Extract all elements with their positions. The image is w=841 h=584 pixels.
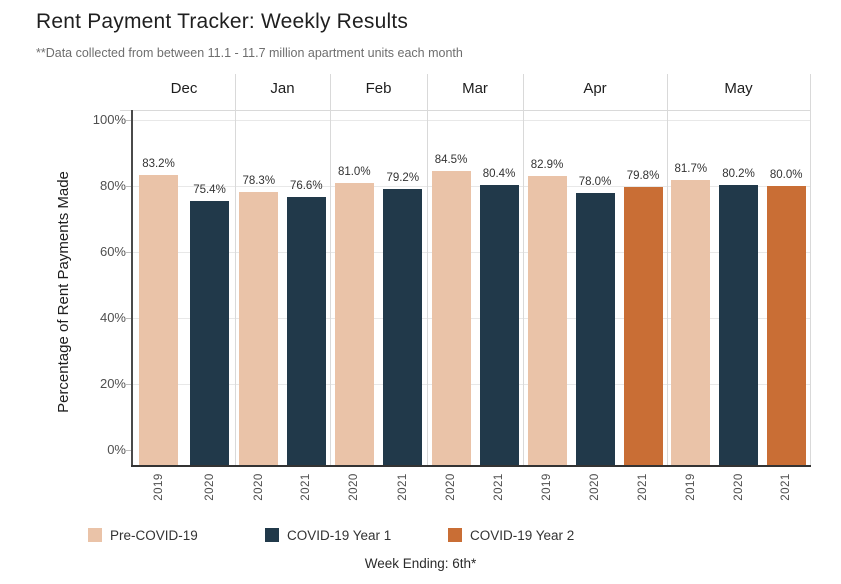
x-axis-year-label: 2019 <box>684 473 697 501</box>
bar-apr-2019[interactable] <box>527 176 567 466</box>
y-axis-tick-mark <box>126 252 131 253</box>
x-axis-year-label: 2020 <box>203 473 216 501</box>
bar-feb-2021[interactable] <box>383 188 423 466</box>
month-divider <box>427 74 428 466</box>
gridline-20 <box>133 384 810 385</box>
bar-apr-2021[interactable] <box>623 186 663 466</box>
bar-value-label: 80.2% <box>722 168 755 181</box>
bar-value-label: 81.7% <box>674 163 708 176</box>
bar-value-label: 78.3% <box>242 174 276 187</box>
x-axis-year-label: 2021 <box>300 473 313 501</box>
x-axis-year-label: 2020 <box>732 473 745 501</box>
x-axis-year-label: 2020 <box>445 473 457 501</box>
bar-may-2019[interactable] <box>671 180 711 466</box>
y-axis-title: Percentage of Rent Payments Made <box>55 171 72 413</box>
x-axis-year-label: 2021 <box>780 473 793 501</box>
bar-value-label: 80.0% <box>769 169 803 181</box>
month-divider <box>523 74 524 466</box>
bar-value-label: 80.4% <box>482 167 516 180</box>
x-axis-line <box>131 465 811 467</box>
bar-value-label: 75.4% <box>193 184 226 197</box>
bar-may-2021[interactable] <box>766 186 806 466</box>
month-header-feb: Feb <box>365 80 392 97</box>
legend-swatch-icon <box>265 528 279 542</box>
y-axis-tick-label: 100% <box>92 112 126 127</box>
bar-value-label: 83.2% <box>142 158 175 171</box>
y-axis-tick-label: 80% <box>99 178 126 193</box>
bar-mar-2021[interactable] <box>479 184 519 466</box>
month-header-jan: Jan <box>270 80 295 97</box>
y-axis-line <box>131 110 133 466</box>
month-divider <box>667 74 668 466</box>
y-axis-tick-label: 0% <box>107 442 126 457</box>
bar-dec-2019[interactable] <box>139 175 178 466</box>
gridline-40 <box>133 318 810 319</box>
gridline-60 <box>133 252 810 253</box>
legend-swatch-icon <box>88 528 102 542</box>
bar-value-label: 79.8% <box>626 169 660 182</box>
bar-jan-2021[interactable] <box>286 197 326 466</box>
month-header-may: May <box>724 80 753 97</box>
legend-label: COVID-19 Year 2 <box>470 527 575 543</box>
month-divider <box>330 74 331 466</box>
bar-jan-2020[interactable] <box>239 191 279 466</box>
y-axis-tick-mark <box>126 186 131 187</box>
legend-item-3[interactable]: COVID-19 Year 2 <box>448 527 574 543</box>
x-axis-year-label: 2019 <box>152 473 165 501</box>
gridline-80 <box>133 186 810 187</box>
chart-subtitle: **Data collected from between 11.1 - 11.… <box>36 46 463 60</box>
x-axis-year-label: 2021 <box>396 473 409 501</box>
x-axis-year-label: 2020 <box>348 473 361 501</box>
bar-value-label: 84.5% <box>434 154 468 167</box>
legend-swatch-icon <box>448 528 462 542</box>
page-title: Rent Payment Tracker: Weekly Results <box>36 10 409 33</box>
y-axis-tick-label: 20% <box>99 376 126 391</box>
bar-value-label: 79.2% <box>386 171 420 184</box>
bar-apr-2020[interactable] <box>575 192 615 466</box>
bar-value-label: 81.0% <box>337 165 371 178</box>
gridline-100 <box>133 120 810 121</box>
month-divider <box>810 74 811 466</box>
x-axis-year-label: 2021 <box>493 473 505 501</box>
bar-value-label: 78.0% <box>578 175 612 188</box>
x-axis-year-label: 2021 <box>637 473 649 501</box>
y-axis-tick-mark <box>126 450 131 451</box>
chart-caption: Week Ending: 6th* <box>364 556 477 571</box>
legend-item-2[interactable]: COVID-19 Year 1 <box>265 527 391 543</box>
bar-dec-2020[interactable] <box>190 201 229 466</box>
bar-value-label: 76.6% <box>289 180 323 193</box>
month-header-apr: Apr <box>583 80 607 97</box>
month-divider <box>235 74 236 466</box>
bar-feb-2020[interactable] <box>334 182 374 466</box>
x-axis-year-label: 2019 <box>541 473 553 501</box>
y-axis-tick-mark <box>126 318 131 319</box>
bar-may-2020[interactable] <box>719 185 758 466</box>
bar-mar-2020[interactable] <box>431 171 471 466</box>
x-axis-year-label: 2020 <box>589 473 601 501</box>
bar-value-label: 82.9% <box>530 159 564 172</box>
month-header-mar: Mar <box>462 80 488 97</box>
x-axis-year-label: 2020 <box>252 473 265 501</box>
legend-item-1[interactable]: Pre-COVID-19 <box>88 527 198 543</box>
month-header-dec: Dec <box>170 80 198 97</box>
legend-label: COVID-19 Year 1 <box>287 527 392 543</box>
legend-label: Pre-COVID-19 <box>110 527 198 543</box>
y-axis-tick-label: 60% <box>99 244 126 259</box>
y-axis-tick-mark <box>126 120 131 121</box>
y-axis-tick-label: 40% <box>99 310 126 325</box>
month-header-underline <box>120 110 810 111</box>
y-axis-tick-mark <box>126 384 131 385</box>
